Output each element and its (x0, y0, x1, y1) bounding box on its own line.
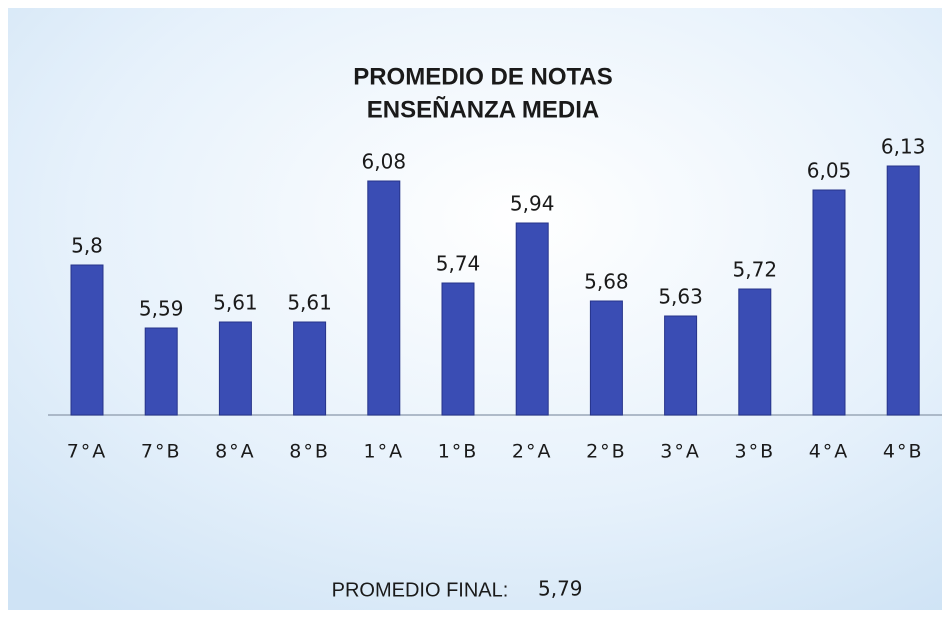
bar (515, 222, 549, 416)
data-label: 6,08 (362, 150, 407, 174)
data-label: 6,13 (881, 135, 926, 159)
data-label: 6,05 (807, 159, 852, 183)
data-label: 5,61 (213, 291, 258, 315)
bar (144, 327, 178, 416)
x-tick-label: 2°A (512, 441, 553, 463)
chart-title: PROMEDIO DE NOTAS (353, 63, 613, 90)
bar (886, 165, 920, 416)
chart-title: ENSEÑANZA MEDIA (367, 95, 599, 123)
bar (738, 288, 772, 416)
bar (293, 321, 327, 416)
x-tick-label: 7°A (67, 441, 108, 463)
x-tick-label: 7°B (141, 441, 182, 463)
data-label: 5,68 (584, 270, 629, 294)
background (8, 8, 942, 610)
bar (812, 189, 846, 416)
data-label: 5,94 (510, 192, 555, 216)
data-label: 5,59 (139, 297, 184, 321)
footer-label: PROMEDIO FINAL: (332, 579, 509, 601)
bar (589, 300, 623, 416)
x-tick-label: 3°B (734, 441, 775, 463)
x-tick-label: 4°B (883, 441, 924, 463)
footer-value: 5,79 (538, 577, 583, 601)
bar (664, 315, 698, 416)
data-label: 5,61 (287, 291, 332, 315)
bar (218, 321, 252, 416)
bar (70, 264, 104, 416)
x-tick-label: 4°A (809, 441, 850, 463)
x-tick-label: 8°A (215, 441, 256, 463)
data-label: 5,72 (733, 258, 778, 282)
x-tick-label: 3°A (660, 441, 701, 463)
data-label: 5,8 (71, 234, 103, 258)
data-label: 5,74 (436, 252, 481, 276)
x-tick-label: 1°B (438, 441, 479, 463)
data-label: 5,63 (658, 285, 703, 309)
x-tick-label: 2°B (586, 441, 627, 463)
x-tick-label: 1°A (364, 441, 405, 463)
bar (367, 180, 401, 416)
bar (441, 282, 475, 416)
x-tick-label: 8°B (289, 441, 330, 463)
